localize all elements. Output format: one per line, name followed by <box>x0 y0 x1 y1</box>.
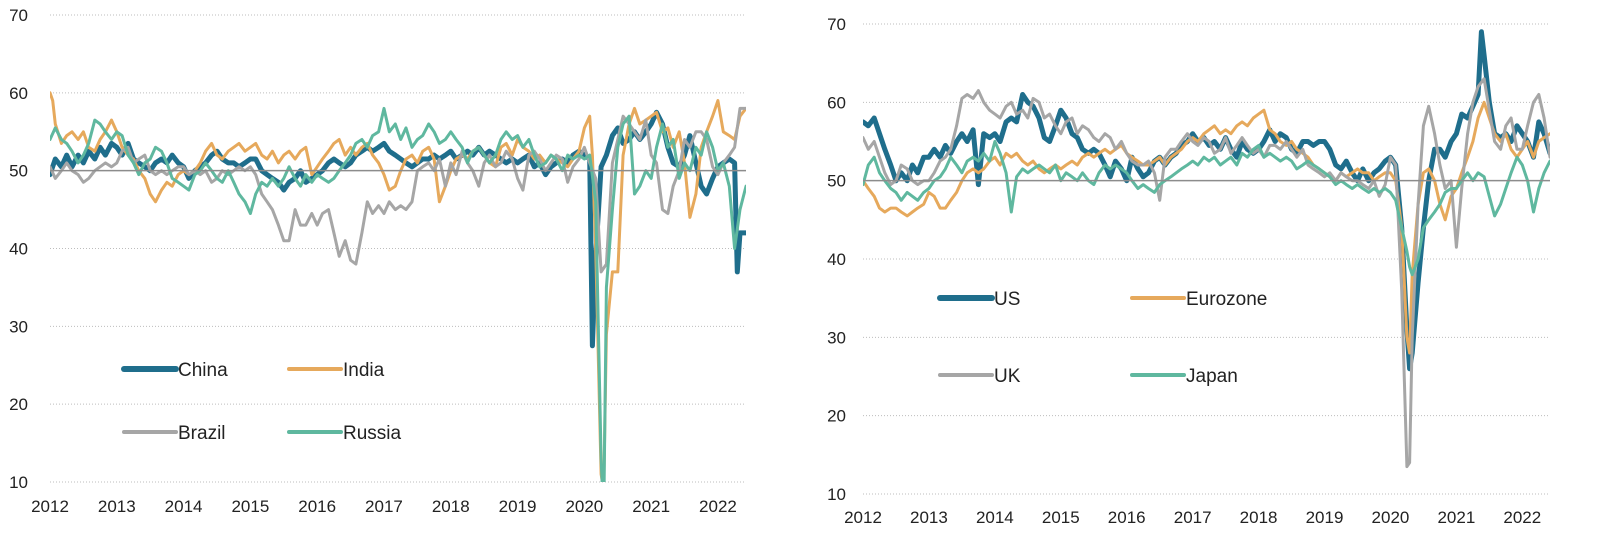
chart2-x-tick-label-2022: 2022 <box>1503 508 1541 527</box>
chart2-y-tick-label-10: 10 <box>827 485 846 504</box>
chart1-x-tick-label-2020: 2020 <box>565 497 603 516</box>
chart1-x-tick-label-2021: 2021 <box>632 497 670 516</box>
chart2-y-tick-label-20: 20 <box>827 407 846 426</box>
chart2-series-line-us <box>863 29 1550 372</box>
chart2-y-tick-label-30: 30 <box>827 328 846 347</box>
chart1-series-line-russia <box>50 106 746 482</box>
chart2-x-tick-label-2021: 2021 <box>1437 508 1475 527</box>
chart1-x-tick-label-2013: 2013 <box>98 497 136 516</box>
chart2-x-tick-label-2020: 2020 <box>1372 508 1410 527</box>
chart2-legend-label-eurozone: Eurozone <box>1186 289 1267 310</box>
chart1-legend-label-russia: Russia <box>343 423 402 444</box>
chart2-x-tick-label-2017: 2017 <box>1174 508 1212 527</box>
chart2-y-tick-label-70: 70 <box>827 15 846 34</box>
chart2-x-tick-label-2018: 2018 <box>1240 508 1278 527</box>
chart2-x-tick-label-2014: 2014 <box>976 508 1014 527</box>
chart2-x-tick-label-2012: 2012 <box>844 508 882 527</box>
pmi-emerging-markets-chart: 10 20 30 40 50 60 70 2012 2013 2014 2015 2016 2017 20… <box>9 6 746 516</box>
chart2-series-line-japan <box>863 140 1550 277</box>
chart1-y-tick-label-50: 50 <box>9 162 28 181</box>
chart2-legend-label-japan: Japan <box>1186 366 1238 387</box>
chart1-x-tick-label-2012: 2012 <box>31 497 69 516</box>
chart1-x-tick-label-2019: 2019 <box>499 497 537 516</box>
chart2-x-tick-label-2015: 2015 <box>1042 508 1080 527</box>
chart1-y-tick-label-10: 10 <box>9 473 28 492</box>
chart2-series-group <box>863 29 1550 469</box>
chart1-x-tick-label-2022: 2022 <box>699 497 737 516</box>
chart1-x-tick-label-2015: 2015 <box>231 497 269 516</box>
chart2-y-tick-label-40: 40 <box>827 250 846 269</box>
chart2-x-tick-label-2019: 2019 <box>1306 508 1344 527</box>
chart1-x-tick-label-2018: 2018 <box>432 497 470 516</box>
chart1-y-tick-label-70: 70 <box>9 6 28 25</box>
chart1-y-tick-label-40: 40 <box>9 240 28 259</box>
chart1-y-tick-label-20: 20 <box>9 395 28 414</box>
chart1-series-group <box>50 91 746 482</box>
chart2-legend-label-uk: UK <box>994 366 1021 387</box>
chart2-y-tick-label-50: 50 <box>827 172 846 191</box>
chart1-x-tick-label-2017: 2017 <box>365 497 403 516</box>
chart1-legend-label-india: India <box>343 360 385 381</box>
chart1-legend-label-china: China <box>178 360 228 381</box>
chart1-y-tick-label-30: 30 <box>9 317 28 336</box>
chart1-legend-label-brazil: Brazil <box>178 423 226 444</box>
chart2-x-tick-label-2016: 2016 <box>1108 508 1146 527</box>
chart1-x-tick-label-2016: 2016 <box>298 497 336 516</box>
chart1-x-tick-label-2014: 2014 <box>165 497 203 516</box>
chart2-y-tick-label-60: 60 <box>827 93 846 112</box>
pmi-developed-markets-chart: 10 20 30 40 50 60 70 2012 2013 2014 2015 2016 2017 20… <box>827 15 1550 527</box>
chart2-series-line-uk <box>863 77 1550 469</box>
chart1-y-tick-label-60: 60 <box>9 84 28 103</box>
chart2-x-tick-label-2013: 2013 <box>910 508 948 527</box>
chart2-legend-label-us: US <box>994 289 1020 310</box>
